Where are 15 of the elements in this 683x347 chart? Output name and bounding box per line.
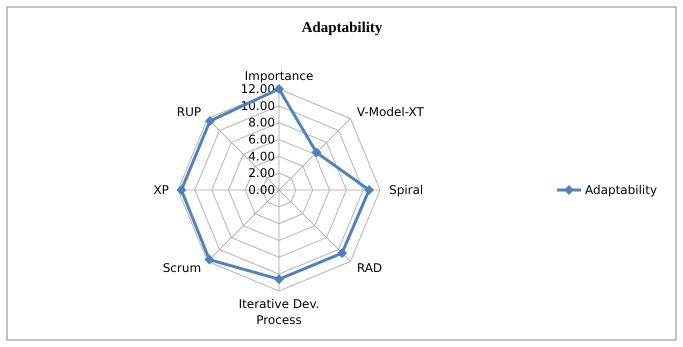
spoke-label: RUP — [176, 105, 202, 120]
y-tick-label: 4.00 — [248, 149, 275, 164]
spoke-label: V-Model-XT — [356, 105, 424, 120]
spoke-label: Spiral — [389, 183, 424, 197]
y-tick-label: 0.00 — [248, 183, 275, 197]
y-tick-label: 8.00 — [248, 116, 275, 130]
spoke-label: Iterative Dev. Process — [238, 297, 320, 328]
spoke-label: RAD — [356, 260, 382, 275]
spoke-label: Importance — [244, 68, 314, 83]
chart-title: Adaptability — [302, 20, 383, 36]
spoke-label: XP — [153, 183, 169, 197]
legend-label: Adaptability — [585, 183, 658, 197]
y-tick-label: 6.00 — [248, 132, 275, 146]
y-tick-label: 2.00 — [248, 166, 275, 180]
spoke-label: Scrum — [162, 260, 202, 275]
